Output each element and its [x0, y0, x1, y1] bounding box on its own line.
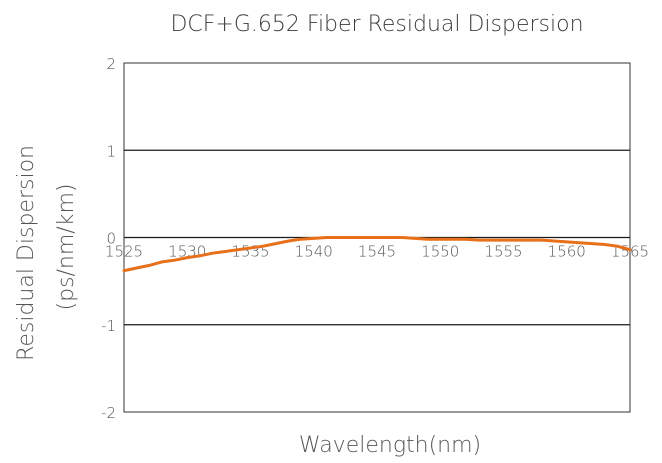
y-axis-label-line2: (ps/nm/km): [54, 184, 79, 311]
x-tick-label: 1560: [548, 243, 586, 261]
x-tick-label: 1550: [421, 243, 459, 261]
x-tick-label: 1540: [295, 243, 333, 261]
y-axis-label-line1: Residual Dispersion: [14, 145, 39, 361]
series-line-0: [122, 236, 632, 273]
y-tick-label: 0: [106, 230, 116, 248]
x-tick-label: 1555: [484, 243, 522, 261]
x-axis-label: Wavelength(nm): [299, 433, 481, 458]
y-tick-label: -1: [101, 317, 116, 335]
y-tick-label: -2: [101, 404, 116, 422]
y-tick-label: 1: [106, 142, 116, 160]
y-tick-label: 2: [106, 55, 116, 73]
x-tick-label: 1545: [358, 243, 396, 261]
chart-title: DCF+G.652 Fiber Residual Dispersion: [170, 12, 583, 37]
x-tick-label: 1525: [105, 243, 143, 261]
